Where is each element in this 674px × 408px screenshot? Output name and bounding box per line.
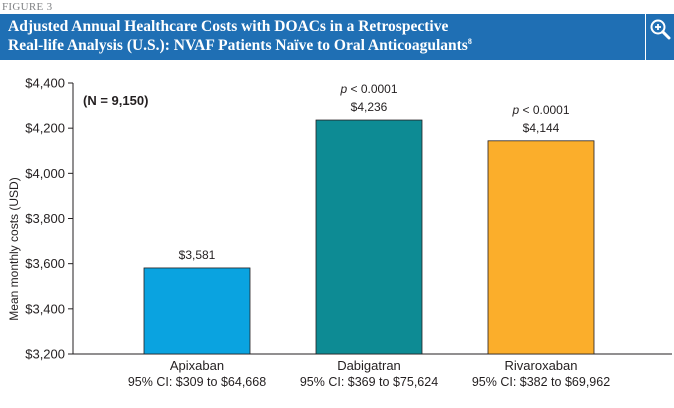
y-tick-label: $3,200 [25,347,65,362]
y-tick-label: $3,800 [25,211,65,226]
y-axis-label: Mean monthly costs (USD) [7,177,21,320]
zoom-button[interactable] [646,14,674,60]
figure-label: FIGURE 3 [2,1,53,13]
value-label: $4,144 [523,121,560,135]
title-superscript: 8 [467,36,472,46]
value-label: $4,236 [351,100,388,114]
y-tick-label: $3,600 [25,256,65,271]
bar-rivaroxaban [487,140,595,355]
title-line-2: Real-life Analysis (U.S.): NVAF Patients… [8,37,468,54]
y-tick-label: $4,400 [25,76,65,91]
category-label: Dabigatran [337,358,401,373]
bar-apixaban [143,267,251,355]
bar-dabigatran [315,119,423,355]
y-axis-ticks: $3,200 $3,400 $3,600 $3,800 $4,000 $4,200 $4,4… [25,76,73,362]
sample-size-annotation: (N = 9,150) [83,93,148,108]
y-tick-label: $4,000 [25,166,65,181]
title-bar: Adjusted Annual Healthcare Costs with DO… [0,14,645,60]
bar-labels: $3,581 Apixaban 95% CI: $309 to $64,668 $4,… [128,82,610,389]
ci-label: 95% CI: $369 to $75,624 [300,375,438,389]
chart-title: Adjusted Annual Healthcare Costs with DO… [8,17,640,55]
zoom-in-icon [650,19,671,40]
ci-label: 95% CI: $309 to $64,668 [128,375,266,389]
category-label: Apixaban [170,358,224,373]
category-label: Rivaroxaban [505,358,578,373]
title-line-1: Adjusted Annual Healthcare Costs with DO… [8,18,449,35]
bars [143,119,595,355]
p-value-label: p < 0.0001 [339,82,397,96]
value-label: $3,581 [179,248,216,262]
bar-chart: Mean monthly costs (USD) (N = 9,150) $3,… [7,76,672,389]
p-value-label: p < 0.0001 [511,103,569,117]
ci-label: 95% CI: $382 to $69,962 [472,375,610,389]
y-tick-label: $3,400 [25,301,65,316]
y-tick-label: $4,200 [25,121,65,136]
